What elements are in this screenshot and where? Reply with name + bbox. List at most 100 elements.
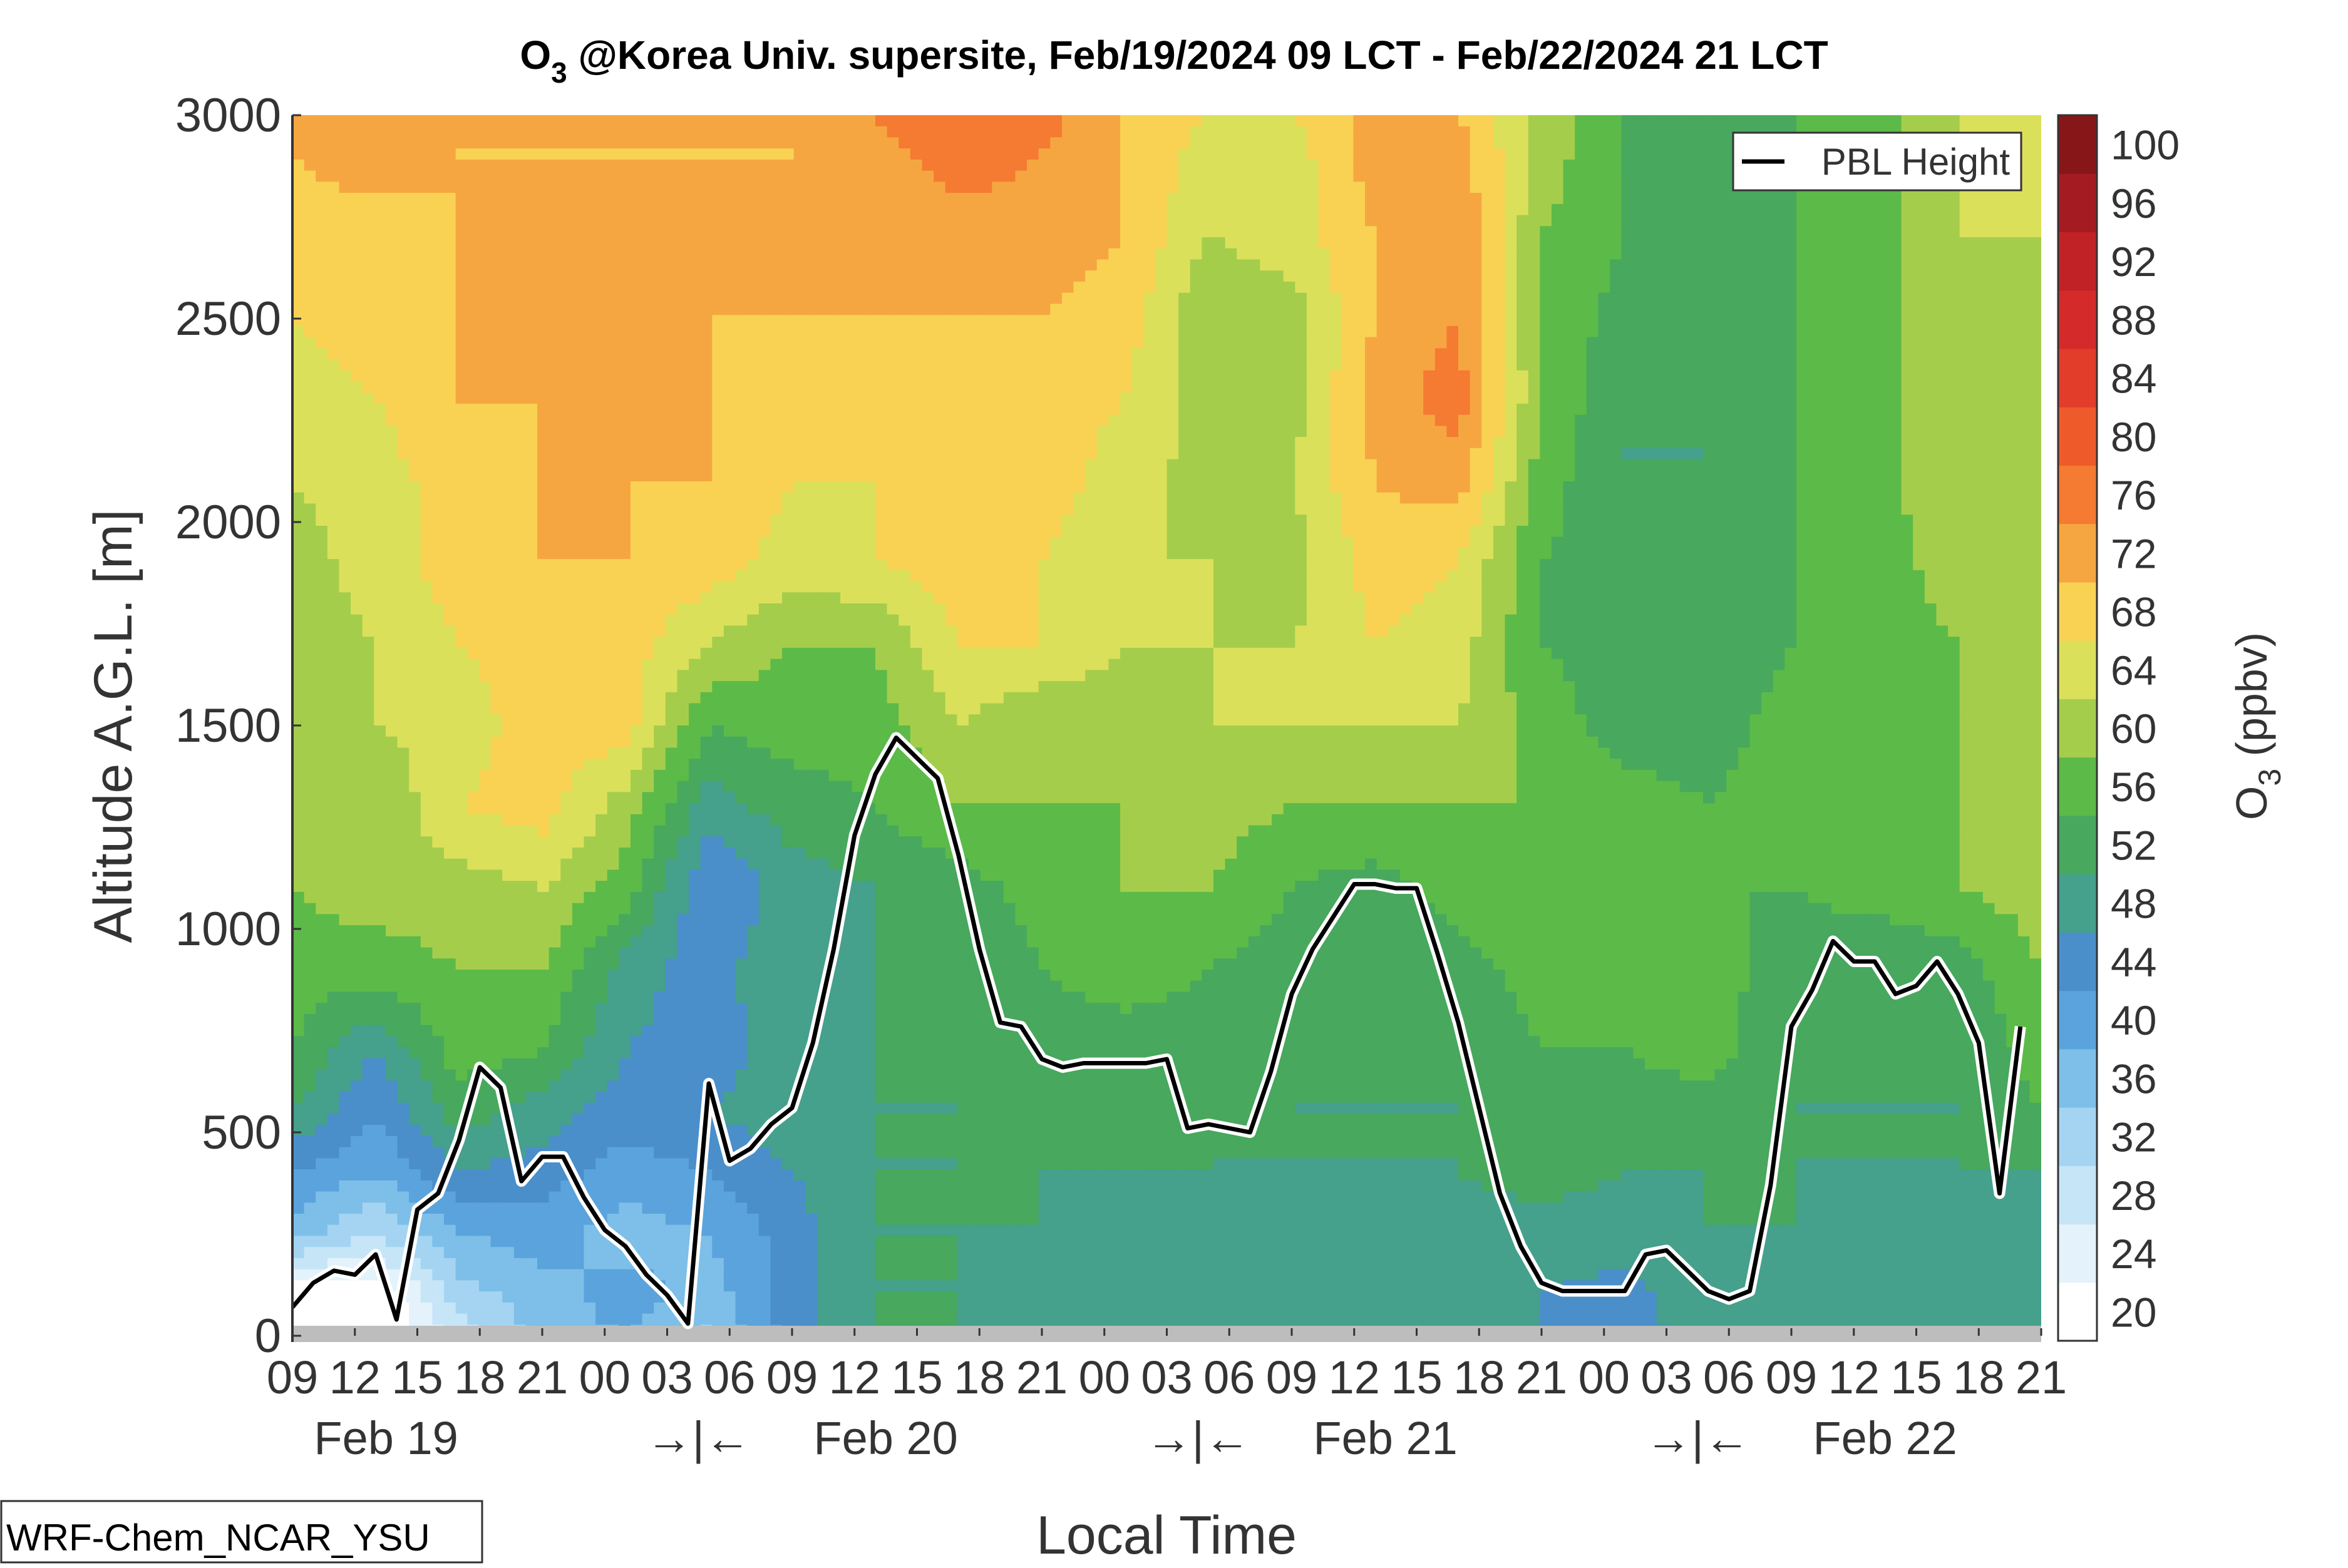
ozone-cell [478, 448, 492, 460]
ozone-cell [444, 270, 456, 282]
ozone-cell [1586, 315, 1599, 327]
ozone-cell [1190, 170, 1203, 183]
ozone-cell [1061, 315, 1074, 327]
ozone-cell [1924, 370, 1937, 382]
ozone-cell [1458, 437, 1471, 449]
ozone-cell [1971, 281, 1984, 294]
ozone-cell [1493, 148, 1506, 160]
ozone-cell [1353, 182, 1366, 193]
ozone-cell [1924, 226, 1937, 238]
ozone-cell [1621, 381, 1634, 393]
ozone-cell [1796, 403, 1809, 416]
ozone-cell [1563, 159, 1575, 172]
ozone-cell [758, 292, 771, 305]
ozone-cell [1738, 259, 1751, 271]
ozone-cell [1306, 459, 1319, 471]
ozone-cell [374, 426, 386, 438]
ozone-cell [1796, 115, 1809, 127]
ozone-cell [1085, 403, 1098, 416]
ozone-cell [677, 414, 689, 427]
ozone-cell [1563, 325, 1575, 338]
ozone-cell [595, 248, 608, 260]
ozone-cell [922, 159, 934, 172]
ozone-cell [327, 215, 340, 227]
ozone-cell [409, 481, 421, 493]
ozone-cell [1376, 137, 1389, 149]
ozone-cell [1155, 170, 1168, 183]
ozone-cell [1784, 259, 1797, 271]
ozone-cell [735, 115, 748, 127]
ozone-cell [1982, 459, 1995, 471]
ozone-cell [1563, 281, 1575, 294]
ozone-cell [548, 203, 562, 216]
ozone-cell [1120, 459, 1133, 471]
ozone-cell [1889, 392, 1902, 404]
ozone-cell [1610, 292, 1622, 305]
ozone-cell [1761, 337, 1774, 349]
ozone-cell [1796, 292, 1809, 305]
ozone-cell [1866, 226, 1879, 238]
ozone-cell [1598, 270, 1610, 282]
ozone-cell [1563, 337, 1575, 349]
ozone-cell [467, 337, 480, 349]
ozone-cell [1108, 437, 1121, 449]
ozone-cell [1213, 437, 1226, 449]
ozone-cell [1143, 203, 1156, 216]
ozone-cell [922, 315, 934, 327]
ozone-cell [584, 170, 596, 183]
ozone-cell [875, 470, 888, 482]
ozone-cell [887, 159, 900, 172]
ozone-cell [723, 193, 736, 205]
ozone-cell [1108, 470, 1121, 482]
ozone-cell [1411, 304, 1424, 315]
ozone-cell [1679, 459, 1692, 471]
ozone-cell [1143, 137, 1156, 149]
ozone-cell [1458, 182, 1471, 193]
ozone-cell [1434, 381, 1448, 393]
ozone-cell [1901, 248, 1913, 260]
ozone-cell [1481, 370, 1494, 382]
ozone-cell [490, 270, 503, 282]
ozone-cell [1423, 148, 1436, 160]
ozone-cell [1353, 315, 1366, 327]
ozone-cell [735, 381, 748, 393]
ozone-cell [1318, 182, 1331, 193]
ozone-cell [1679, 304, 1692, 315]
ozone-cell [887, 459, 900, 471]
ozone-cell [723, 325, 736, 338]
ozone-cell [934, 325, 946, 338]
ozone-cell [1808, 370, 1821, 382]
ozone-cell [992, 325, 1004, 338]
ozone-cell [1003, 337, 1016, 349]
ozone-cell [875, 292, 888, 305]
ozone-cell [1120, 237, 1133, 249]
ozone-cell [1691, 392, 1704, 404]
ozone-cell [1015, 315, 1027, 327]
ozone-cell [537, 426, 550, 438]
ozone-cell [490, 226, 503, 238]
ozone-cell [642, 259, 655, 271]
ozone-cell [1633, 315, 1645, 327]
ozone-cell [351, 392, 363, 404]
ozone-cell [1866, 470, 1879, 482]
ozone-cell [922, 348, 934, 360]
ozone-cell [1516, 148, 1529, 160]
ozone-cell [1399, 226, 1413, 238]
ozone-cell [1656, 226, 1669, 238]
ozone-cell [1202, 403, 1214, 416]
ozone-cell [1108, 448, 1121, 460]
ozone-cell [1295, 193, 1307, 205]
ozone-cell [1003, 203, 1016, 216]
ozone-cell [1330, 392, 1342, 404]
ozone-cell [1143, 281, 1156, 294]
ozone-cell [1434, 304, 1448, 315]
ozone-cell [992, 315, 1004, 327]
ozone-cell [747, 315, 759, 327]
ozone-cell [782, 448, 795, 460]
ozone-cell [1878, 392, 1890, 404]
ozone-cell [1446, 315, 1459, 327]
ozone-cell [1551, 115, 1564, 127]
ozone-cell [758, 215, 771, 227]
ozone-cell [968, 159, 981, 172]
ozone-cell [689, 315, 701, 327]
